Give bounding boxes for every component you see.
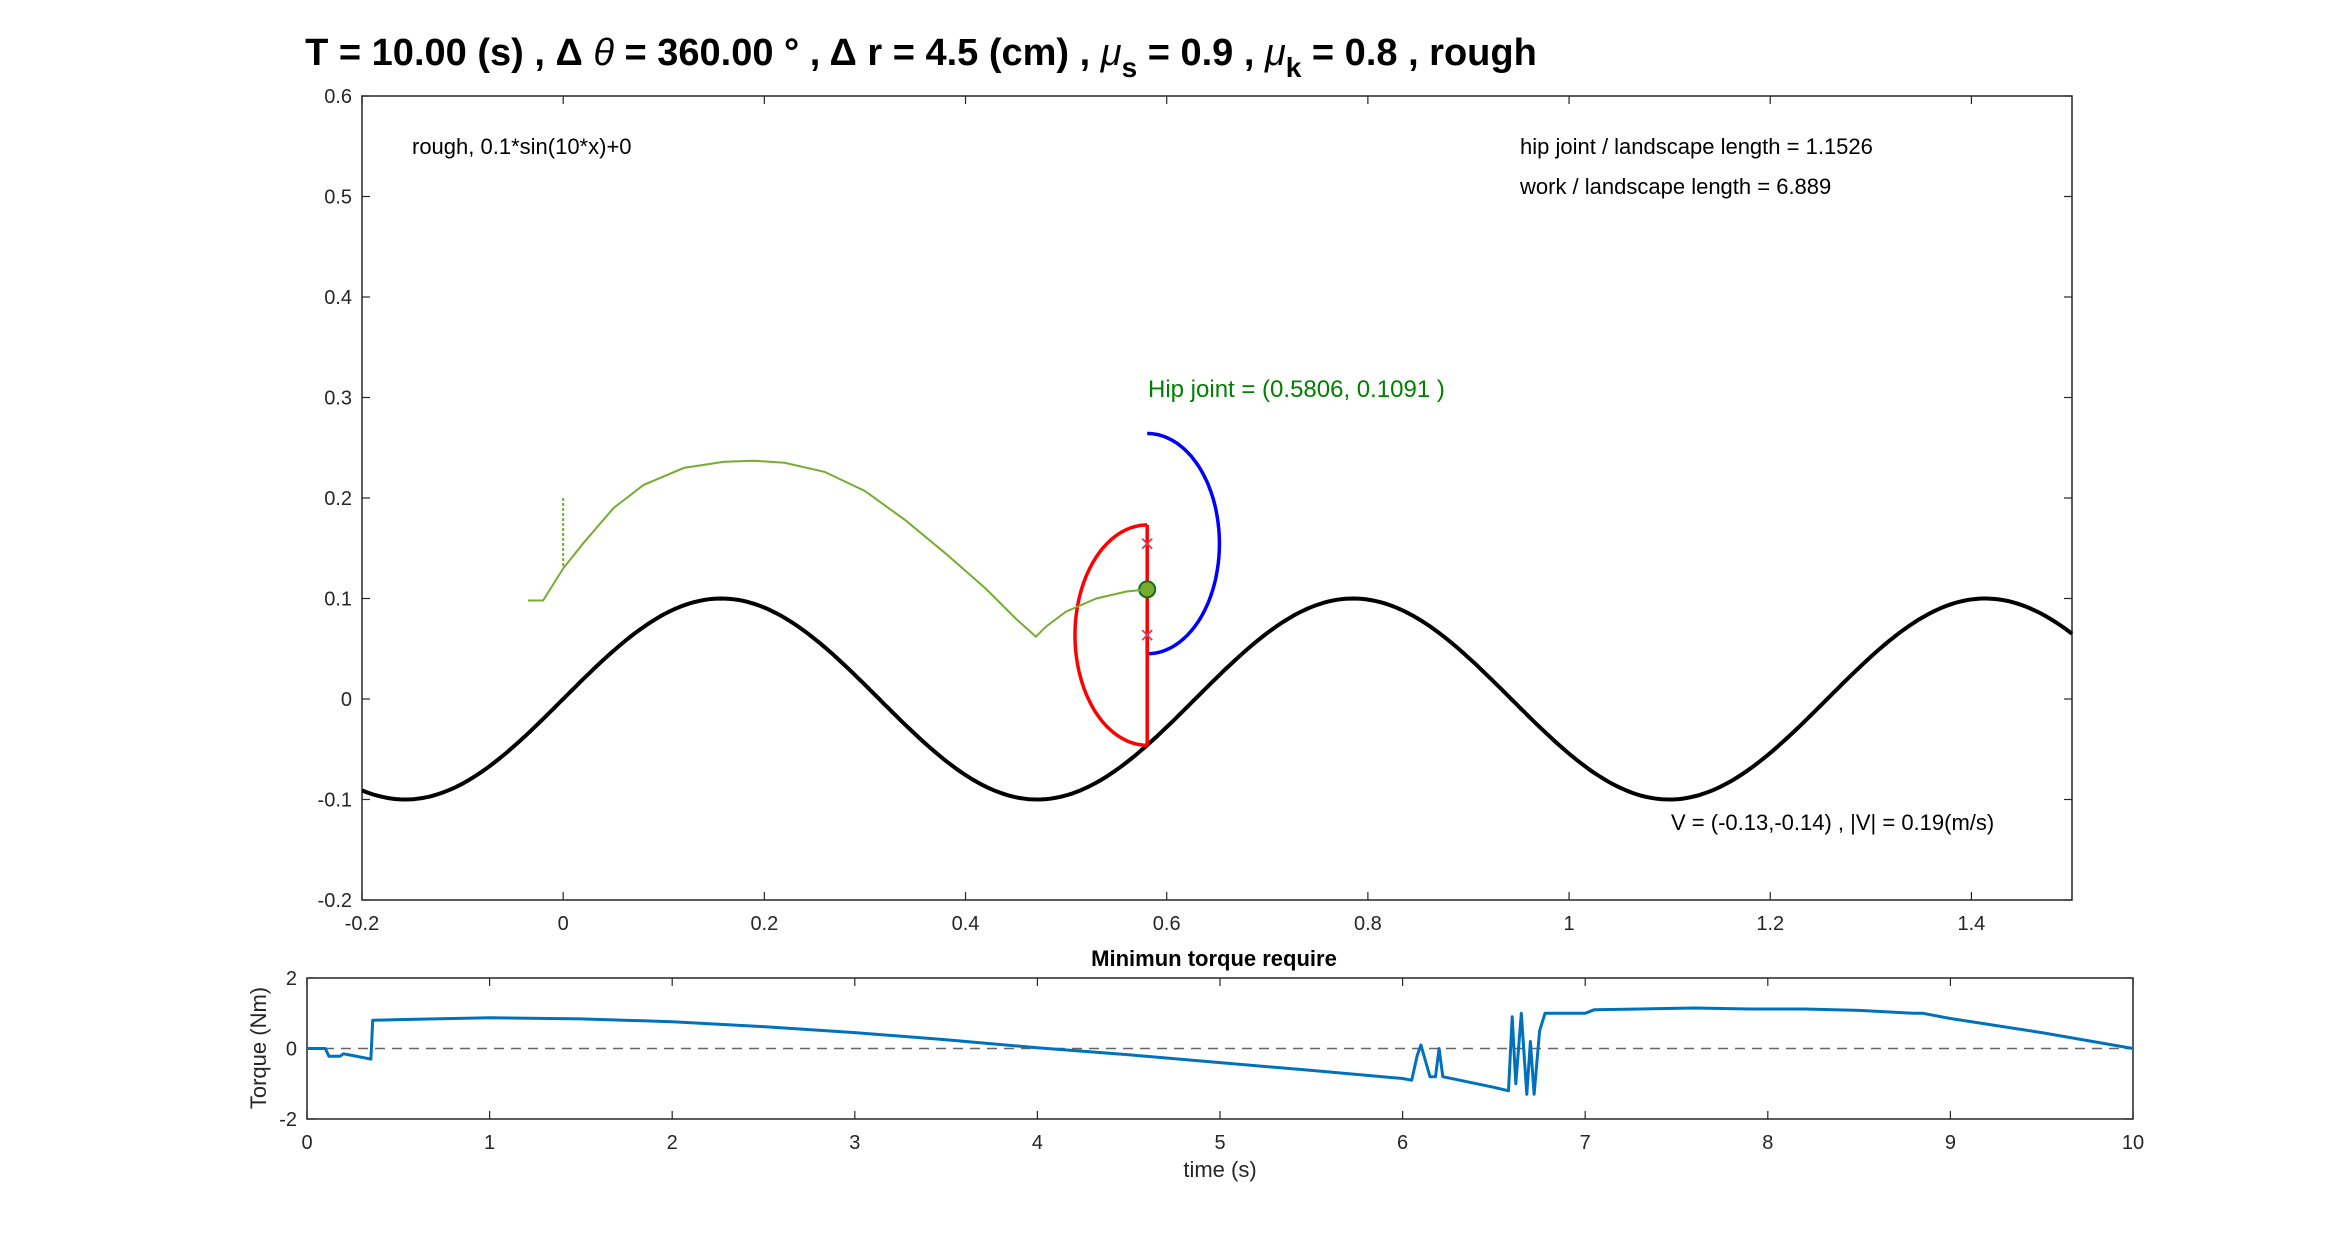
main-y-tick-label: 0 <box>341 689 352 711</box>
torque-plot-series <box>307 1006 2134 1096</box>
torque-x-tick-label: 9 <box>1945 1132 1956 1154</box>
torque-plot: Minimun torque require 0 1 2 3 4 5 6 7 8 9 10-202 … <box>246 946 2144 1182</box>
figure-title: T = 10.00 (s) , Δ θ = 360.00 ° , Δ r = 4… <box>305 32 1537 83</box>
main-x-tick-label: 0.2 <box>750 913 778 935</box>
torque-x-tick-label: 0 <box>301 1132 312 1154</box>
blue-semicircle <box>1147 431 1222 656</box>
main-y-tick-label: 0.4 <box>324 287 352 309</box>
joint-x-marker <box>1141 629 1153 641</box>
torque-x-axis-label: time (s) <box>1183 1157 1256 1182</box>
main-y-tick-label: 0.3 <box>324 388 352 410</box>
main-y-tick-label: -0.1 <box>318 790 352 812</box>
terrain-annotation: rough, 0.1*sin(10*x)+0 <box>412 134 632 159</box>
main-plot: -0.2 0 0.2 0.4 0.6 0.8 1 1.2 1.4 -0.2 -0.1 0 0.1 0.2 0… <box>318 86 2074 935</box>
main-plot-ticks: -0.2 0 0.2 0.4 0.6 0.8 1 1.2 1.4 -0.2 -0.1 0 0.1 0.2 0… <box>318 86 2072 935</box>
main-y-tick-label: -0.2 <box>318 890 352 912</box>
torque-x-tick-label: 10 <box>2122 1132 2144 1154</box>
torque-x-tick-label: 5 <box>1214 1132 1225 1154</box>
torque-x-tick-label: 7 <box>1580 1132 1591 1154</box>
torque-x-tick-label: 8 <box>1762 1132 1773 1154</box>
torque-y-tick-label: 2 <box>286 968 297 990</box>
hip-ratio-annotation: hip joint / landscape length = 1.1526 <box>1520 134 1873 159</box>
torque-y-tick-label: -2 <box>279 1109 297 1131</box>
torque-x-tick-label: 1 <box>484 1132 495 1154</box>
velocity-annotation: V = (-0.13,-0.14) , |V| = 0.19(m/s) <box>1671 810 1994 835</box>
main-x-tick-label: 0.4 <box>952 913 980 935</box>
torque-x-tick-label: 6 <box>1397 1132 1408 1154</box>
hip-trajectory-line <box>528 459 1147 639</box>
main-y-tick-label: 0.2 <box>324 488 352 510</box>
joint-x-marker-stroke <box>1141 537 1153 550</box>
torque-x-tick-label: 4 <box>1032 1132 1043 1154</box>
hip-joint-annotation: Hip joint = (0.5806, 0.1091 ) <box>1148 376 1445 403</box>
torque-y-tick-label: 0 <box>286 1039 297 1061</box>
joint-x-marker <box>1141 537 1153 550</box>
main-x-tick-label: 1 <box>1563 913 1574 935</box>
main-x-tick-label: 0 <box>558 913 569 935</box>
main-plot-series <box>361 431 2074 802</box>
torque-y-axis-label: Torque (Nm) <box>246 987 271 1109</box>
work-ratio-annotation: work / landscape length = 6.889 <box>1519 174 1831 199</box>
torque-line <box>307 1006 2134 1096</box>
main-x-tick-label: 0.6 <box>1153 913 1181 935</box>
main-x-tick-label: -0.2 <box>345 913 379 935</box>
main-y-tick-label: 0.1 <box>324 589 352 611</box>
main-y-tick-label: 0.6 <box>324 86 352 108</box>
landscape-curve <box>361 596 2074 802</box>
joint-x-marker-stroke <box>1141 629 1153 641</box>
torque-x-tick-label: 2 <box>667 1132 678 1154</box>
main-x-tick-label: 0.8 <box>1354 913 1382 935</box>
main-x-tick-label: 1.4 <box>1958 913 1986 935</box>
main-y-tick-label: 0.5 <box>324 187 352 209</box>
torque-x-tick-label: 3 <box>849 1132 860 1154</box>
torque-plot-title: Minimun torque require <box>1091 946 1337 971</box>
main-plot-frame <box>361 95 2073 901</box>
red-semicircle <box>1073 523 1148 747</box>
main-x-tick-label: 1.2 <box>1756 913 1784 935</box>
